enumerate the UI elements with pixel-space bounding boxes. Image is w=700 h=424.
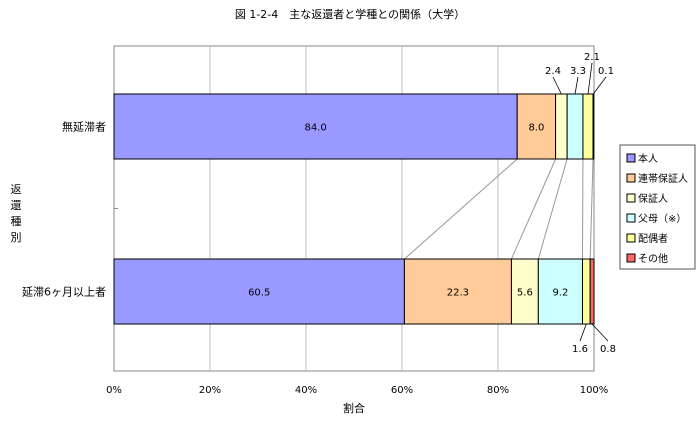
legend-swatch — [627, 234, 635, 242]
data-label: 84.0 — [304, 123, 326, 134]
bar-segment — [582, 259, 590, 324]
data-label: 5.6 — [517, 288, 533, 299]
chart-title: 図 1-2-4 主な返還者と学種との関係（大学） — [235, 7, 465, 21]
data-label: 2.1 — [584, 52, 600, 63]
x-axis-label: 割合 — [343, 401, 365, 415]
x-tick-label: 100% — [580, 385, 609, 396]
y-axis-label-char: 返 — [11, 183, 22, 196]
data-label: 22.3 — [447, 288, 469, 299]
y-axis-label-char: 種 — [11, 214, 22, 228]
leader-line — [593, 77, 606, 94]
legend-swatch — [627, 154, 635, 162]
bar-segment — [567, 94, 583, 159]
legend-entry: その他 — [638, 252, 668, 265]
data-label: 1.6 — [572, 344, 588, 355]
legend-entry: 保証人 — [638, 192, 668, 205]
x-tick-label: 0% — [106, 385, 122, 396]
x-axis-ticks: 0% 20% 40% 60% 80% 100% — [106, 385, 608, 396]
legend-swatch — [627, 254, 635, 262]
data-label: 2.4 — [545, 66, 561, 77]
legend-entry: 父母（※） — [638, 213, 686, 225]
y-tick-label: 延滞6ヶ月以上者 — [22, 286, 106, 299]
data-label: 0.8 — [600, 344, 616, 355]
data-label: 9.2 — [552, 288, 568, 299]
legend-swatch — [627, 174, 635, 182]
bar-segment — [593, 94, 594, 159]
legend-entry: 本人 — [638, 152, 658, 165]
data-label: 0.1 — [598, 66, 614, 77]
x-tick-label: 20% — [199, 385, 221, 396]
legend-entry: 連帯保証人 — [638, 172, 688, 185]
data-label: 3.3 — [570, 66, 586, 77]
x-tick-label: 40% — [295, 385, 317, 396]
x-tick-label: 60% — [391, 385, 413, 396]
y-tick-label: 無延滞者 — [62, 120, 106, 134]
y-axis-label-char: 還 — [11, 199, 22, 212]
legend-swatch — [627, 214, 635, 222]
bar-segment — [556, 94, 568, 159]
x-tick-label: 80% — [487, 385, 509, 396]
bar-segment — [590, 259, 594, 324]
data-label: 8.0 — [528, 123, 544, 134]
y-axis-label-char: 別 — [11, 231, 22, 244]
bar-segment — [583, 94, 593, 159]
data-label: 60.5 — [248, 288, 270, 299]
legend-entry: 配偶者 — [638, 232, 668, 245]
legend-swatch — [627, 194, 635, 202]
